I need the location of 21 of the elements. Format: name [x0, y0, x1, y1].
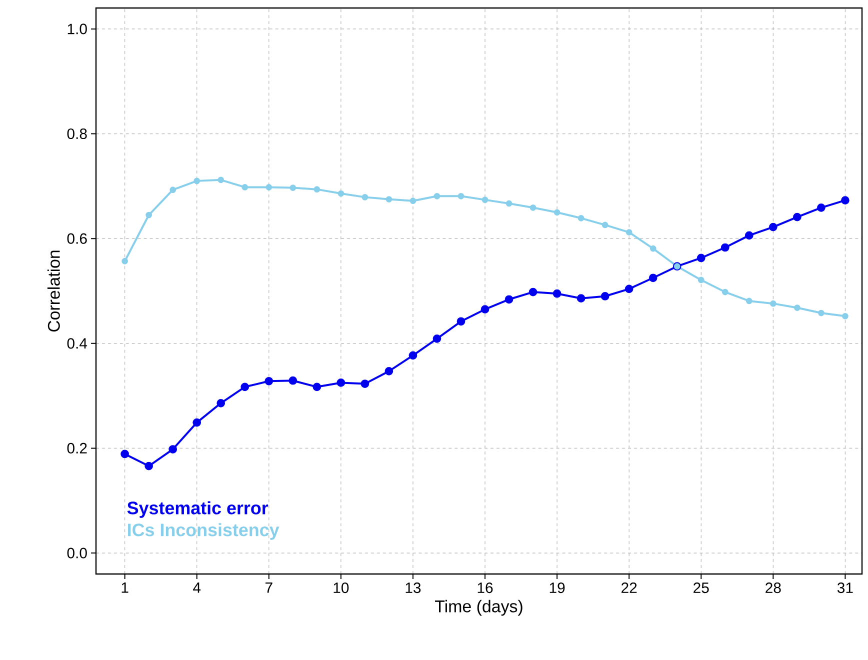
x-tick-label: 13	[406, 582, 421, 594]
x-tick-label: 16	[478, 582, 493, 594]
x-tick-label: 1	[122, 582, 128, 593]
text: Systematic error	[127, 501, 268, 518]
x-tick-label: 28	[766, 582, 781, 594]
y-tick-label: 0.0	[67, 548, 87, 558]
x-tick-label: 22	[622, 582, 637, 593]
x-tick-label: 4	[193, 582, 201, 593]
x-tick-label: 19	[550, 582, 565, 594]
y-tick-label: 0.2	[67, 442, 87, 454]
y-axis-title: Correlation	[47, 250, 60, 332]
x-tick-label: 25	[694, 582, 709, 594]
y-tick-label: 0.6	[67, 233, 87, 244]
x-tick-label: 31	[837, 582, 853, 594]
y-tick-label: 0.8	[67, 128, 87, 140]
x-tick-label: 7	[266, 582, 272, 593]
text: ICs Inconsistency	[128, 523, 280, 540]
y-tick-label: 1.0	[68, 24, 87, 34]
y-tick-label: 0.4	[67, 338, 88, 349]
x-tick-label: 10	[334, 582, 349, 594]
x-axis-title: Time (days)	[434, 600, 522, 616]
